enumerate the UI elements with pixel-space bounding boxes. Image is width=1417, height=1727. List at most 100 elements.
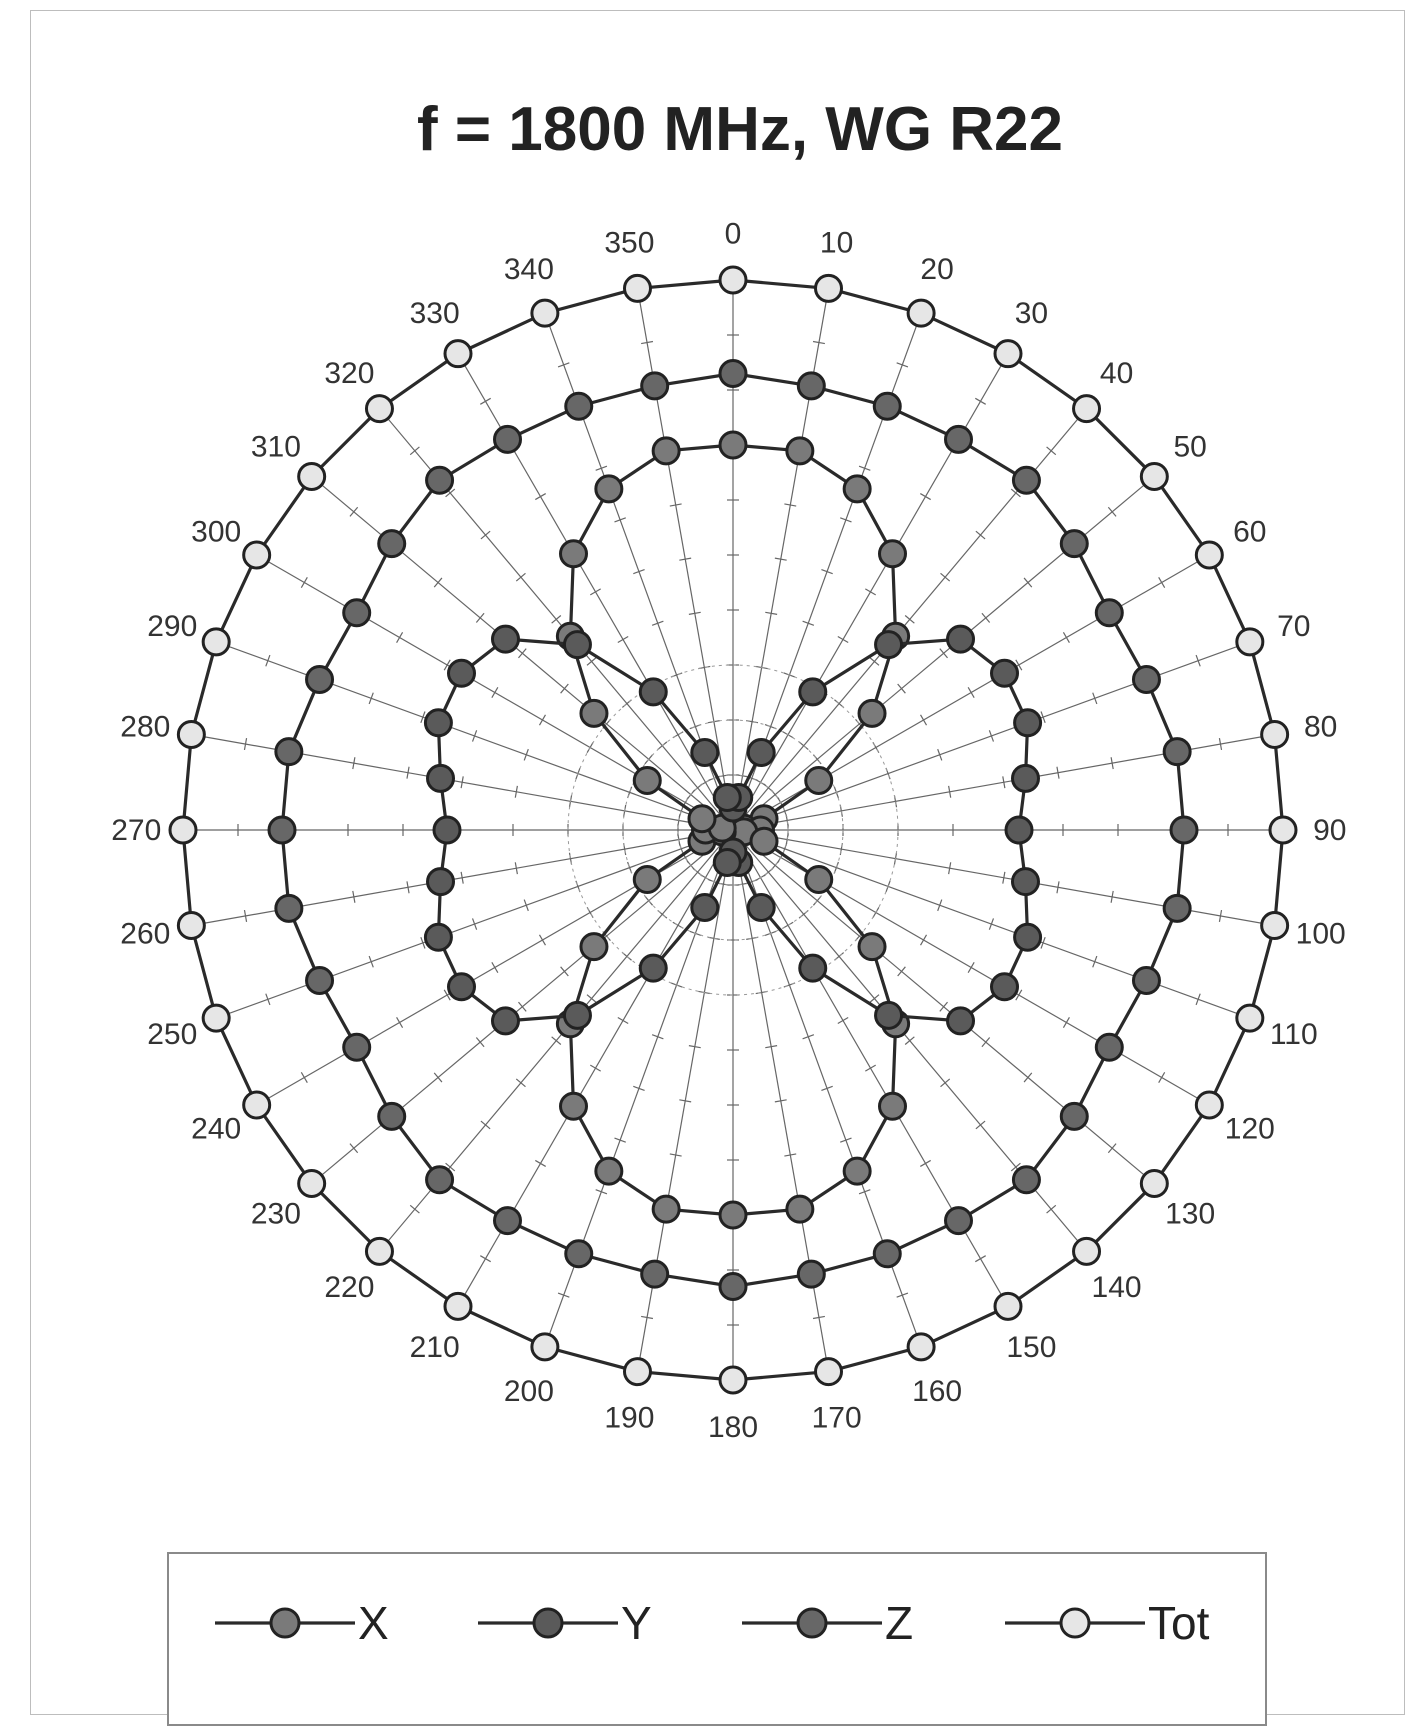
spoke-tick — [1218, 738, 1223, 751]
data-point — [1013, 922, 1043, 952]
grid-ring — [567, 664, 899, 996]
spoke-tick — [967, 962, 975, 973]
angle-label: 40 — [1100, 357, 1133, 390]
spoke-tick — [560, 966, 569, 977]
spoke-tick — [802, 1034, 815, 1040]
legend-item: X — [215, 1597, 389, 1649]
spoke-tick — [948, 862, 952, 875]
data-point — [798, 677, 828, 707]
spoke-tick — [858, 1189, 871, 1195]
data-point — [168, 815, 198, 845]
spoke-tick — [840, 517, 852, 523]
spoke-tick — [300, 577, 308, 588]
spoke-tick — [940, 1078, 951, 1088]
spoke-tick — [939, 1001, 948, 1012]
data-point — [993, 339, 1023, 369]
data-point — [201, 1003, 231, 1033]
spoke-tick — [480, 1120, 491, 1130]
spoke-tick — [920, 934, 928, 946]
data-point — [1094, 1032, 1124, 1062]
spoke-tick — [518, 1001, 527, 1012]
spoke-tick — [821, 568, 833, 575]
data-point — [718, 1200, 748, 1230]
spoke-tick — [420, 937, 426, 949]
data-point — [342, 598, 372, 628]
spoke-tick — [967, 687, 975, 698]
data-point — [1010, 867, 1040, 897]
data-point — [874, 630, 904, 660]
data-point — [1059, 529, 1089, 559]
data-point — [872, 1239, 902, 1269]
data-point — [342, 1032, 372, 1062]
spoke-tick — [981, 1037, 991, 1048]
data-point — [423, 708, 453, 738]
spoke-tick — [265, 993, 271, 1006]
data-point — [1131, 965, 1161, 995]
data-point — [1235, 1003, 1265, 1033]
spoke-tick — [988, 918, 995, 930]
spoke-tick — [651, 1034, 664, 1040]
data-point — [638, 953, 668, 983]
spoke-tick — [586, 657, 597, 666]
data-point — [1094, 598, 1124, 628]
spoke-tick — [920, 714, 928, 726]
data-point — [690, 737, 720, 767]
spoke-tick — [1015, 989, 1023, 1001]
spoke-tick — [243, 738, 248, 751]
spoke-tick — [538, 934, 546, 946]
spoke-tick — [641, 340, 654, 345]
data-point — [305, 965, 335, 995]
data-point — [443, 1291, 473, 1321]
legend-marker — [796, 1607, 828, 1639]
spoke-tick — [538, 714, 546, 726]
spoke-tick — [518, 648, 527, 659]
spoke-tick — [480, 1255, 491, 1263]
series-z — [267, 359, 1199, 1301]
spoke-tick — [1110, 757, 1114, 770]
angle-label: 110 — [1270, 1018, 1318, 1051]
spoke-tick — [784, 503, 797, 507]
data-point — [878, 539, 907, 569]
angle-label: 260 — [120, 918, 170, 951]
data-point — [651, 436, 681, 466]
spoke-tick — [300, 1072, 308, 1083]
data-point — [1162, 893, 1192, 923]
data-point — [426, 763, 456, 793]
data-point — [687, 804, 717, 834]
data-point — [530, 1332, 560, 1362]
spoke-tick — [920, 1159, 931, 1167]
data-point — [490, 1006, 520, 1036]
legend-label: Tot — [1148, 1597, 1210, 1649]
spoke-tick — [460, 871, 464, 884]
legend-item: Y — [478, 1597, 652, 1649]
spoke-tick — [1002, 871, 1006, 884]
data-point — [814, 273, 844, 303]
angle-label: 30 — [1015, 297, 1048, 330]
spoke-tick — [975, 1120, 986, 1130]
data-point — [1011, 1165, 1041, 1195]
spoke-tick — [460, 776, 464, 789]
spoke-tick — [514, 862, 518, 875]
spoke-tick — [617, 635, 629, 643]
spoke-tick — [774, 1099, 787, 1103]
angle-label: 120 — [1225, 1112, 1275, 1145]
legend-marker — [1059, 1607, 1091, 1639]
data-point — [176, 719, 206, 749]
spoke-tick — [586, 994, 597, 1003]
data-point — [594, 1156, 624, 1186]
data-point — [712, 783, 742, 813]
legend-label: Z — [885, 1597, 913, 1649]
data-point — [1139, 1169, 1169, 1199]
data-point — [749, 826, 779, 856]
spoke-tick — [904, 615, 915, 624]
angle-label: 190 — [604, 1402, 654, 1435]
data-point — [297, 1169, 327, 1199]
angle-label: 270 — [111, 814, 161, 847]
data-point — [989, 972, 1019, 1002]
spoke-tick — [491, 962, 499, 973]
data-point — [878, 1091, 907, 1121]
angle-label: 20 — [920, 253, 953, 286]
spoke-tick — [669, 1153, 682, 1157]
spoke-tick — [409, 1204, 420, 1214]
